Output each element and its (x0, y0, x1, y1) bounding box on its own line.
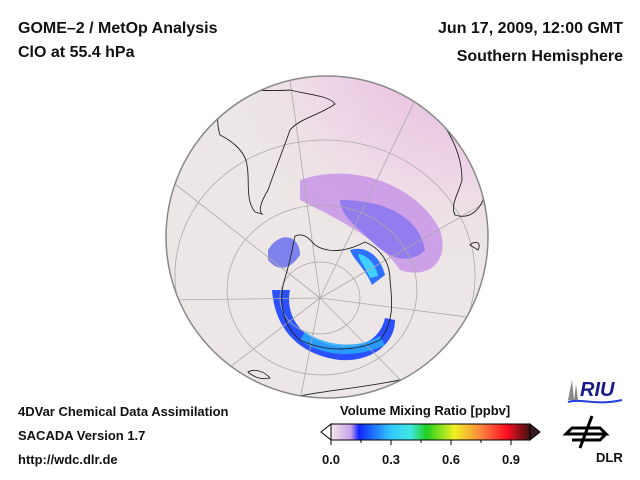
clo-patch-east-high (358, 254, 378, 278)
riu-logo-text: RIU (580, 379, 615, 401)
clo-vortex-high (300, 332, 385, 355)
colorbar-tick-label: 0.3 (381, 452, 401, 467)
coast-africa (439, 119, 486, 217)
colorbar-title: Volume Mixing Ratio [ppbv] (340, 403, 511, 418)
coast-antarctica (281, 234, 393, 350)
colorbar-tick-label: 0.9 (501, 452, 521, 467)
product-title: GOME–2 / MetOp Analysis (18, 20, 218, 37)
cathedral-icon (568, 380, 578, 400)
clo-plume-core (340, 200, 425, 259)
coastlines (217, 89, 486, 397)
colorbar-gradient (330, 423, 531, 441)
dlr-logo-icon (562, 415, 610, 449)
coast-new-zealand (247, 369, 271, 380)
colorbar (320, 422, 541, 445)
species-label: ClO at 55.4 hPa (18, 44, 135, 61)
clo-patch-peninsula (268, 237, 300, 268)
colorbar-ticks (330, 440, 512, 445)
coast-south-america (217, 89, 336, 215)
region-label: Southern Hemisphere (456, 48, 623, 65)
dlr-logo-text: DLR (596, 450, 623, 465)
version-label: SACADA Version 1.7 (18, 428, 146, 443)
website-link[interactable]: http://wdc.dlr.de (18, 452, 118, 467)
colorbar-extend-high (529, 422, 541, 442)
riu-logo: RIU (567, 379, 623, 404)
method-label: 4DVar Chemical Data Assimilation (18, 404, 229, 419)
coast-madagascar (469, 241, 480, 251)
colorbar-extend-low (320, 422, 332, 442)
clo-vortex-ring (272, 290, 395, 361)
river-wave-icon (567, 399, 623, 404)
colorbar-tick-label: 0.6 (441, 452, 461, 467)
colorbar-tick-label: 0.0 (321, 452, 341, 467)
globe-outline (165, 75, 489, 399)
globe-body (166, 76, 488, 398)
datetime-label: Jun 17, 2009, 12:00 GMT (438, 20, 623, 37)
